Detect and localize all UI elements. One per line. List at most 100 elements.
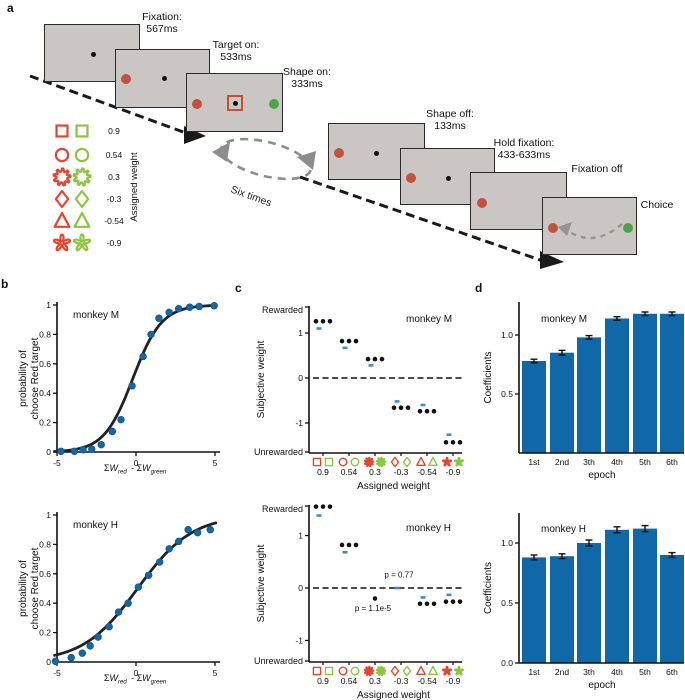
subjective-weight-dot: [346, 338, 352, 344]
weight-tick-label: -0.9: [446, 676, 461, 686]
saccade-dashed-curve: [567, 223, 623, 240]
red-target-dot: [548, 223, 558, 233]
diamond-shape: [390, 665, 400, 677]
chart-title: monkey H: [541, 524, 586, 535]
legend-weight-value: 0.54: [106, 150, 123, 160]
red-target-dot: [406, 173, 416, 183]
diamond-shape: [74, 189, 90, 209]
red-target-dot: [334, 148, 344, 158]
gear-shape: [72, 167, 92, 187]
flower-shape: [453, 456, 465, 467]
legend-weight-value: -0.54: [104, 216, 124, 226]
y-tick-label: -1: [295, 636, 303, 646]
data-point: [165, 308, 173, 317]
data-point: [128, 382, 136, 390]
weight-tick-label: 0.54: [341, 676, 358, 686]
square-shape: [75, 124, 89, 138]
weight-tick-label: -0.3: [394, 467, 409, 477]
chart-d_top: 1st 2nd 3th 4th 5th 6th 0.5 1.0 monkey M Coeffici…: [483, 302, 684, 481]
black-target-dot: [161, 75, 167, 81]
circle-shape: [338, 666, 348, 676]
y-tick-label: 0.5: [501, 598, 513, 608]
y-tick-label: 0: [298, 583, 303, 593]
timeline-dashed-line: [299, 175, 544, 263]
data-point: [86, 642, 94, 650]
x-tick-label: 5: [213, 668, 218, 678]
bar: [633, 528, 657, 663]
x-tick-label: 3th: [583, 667, 595, 677]
bar: [660, 555, 684, 663]
chart-title: monkey H: [73, 520, 118, 531]
x-tick-label: 1st: [528, 667, 540, 677]
y-tick-label: 0.2: [39, 628, 51, 638]
triangle-shape: [73, 211, 91, 228]
unrewarded-label: Unrewarded: [254, 447, 303, 457]
triangle-shape: [428, 665, 438, 675]
x-tick-label: 6th: [666, 667, 678, 677]
data-point: [174, 537, 183, 546]
data-point: [193, 528, 202, 537]
rewarded-label: Rewarded: [262, 504, 303, 514]
screen-shape-on: [186, 73, 283, 132]
subjective-weight-dot: [320, 504, 326, 509]
square-shape: [312, 666, 322, 676]
diamond-shape: [402, 456, 412, 468]
y-tick-label: 1: [46, 510, 51, 520]
x-tick-label: 3th: [583, 457, 595, 467]
assigned-weight-marker: [316, 327, 322, 330]
gear-shape: [363, 665, 375, 677]
x-axis-title: epoch: [588, 680, 615, 691]
assigned-weight-marker: [394, 586, 400, 590]
y-tick-label: 0: [46, 447, 51, 457]
subjective-weight-dot: [450, 440, 456, 445]
assigned-weight-marker: [446, 593, 452, 597]
x-axis-title: Assigned weight: [357, 481, 430, 492]
y-axis-title: choose Red target: [30, 547, 41, 629]
subjective-weight-dot: [372, 596, 378, 601]
subjective-weight-dot: [320, 319, 326, 324]
screen-label-hold-fixation: Hold fixation: 433-633ms: [493, 137, 555, 161]
x-tick-label: 5: [213, 458, 218, 468]
data-point: [79, 446, 87, 454]
y-tick-label: 0.2: [39, 418, 51, 428]
bar: [605, 318, 629, 453]
data-point: [117, 415, 125, 424]
gear-shape: [363, 456, 375, 468]
x-tick-label: 4th: [611, 457, 623, 467]
subjective-weight-dot: [327, 319, 333, 324]
chart-d_bottom: 1st 2nd 3th 4th 5th 6th 0.0 0.5 1.0 monkey H Coeff…: [483, 513, 684, 691]
data-point: [108, 427, 117, 436]
panel-label-b: b: [1, 277, 9, 291]
assigned-weight-marker: [420, 596, 426, 599]
black-target-dot: [90, 51, 96, 57]
triangle-shape: [416, 665, 426, 675]
bar: [633, 313, 657, 453]
x-tick-label: 0: [134, 668, 139, 678]
data-point: [184, 525, 192, 534]
y-tick-label: 1: [298, 531, 303, 541]
y-axis-title: choose Red target: [30, 337, 41, 419]
y-tick-label: 0.4: [39, 388, 51, 398]
y-axis-title: probability of: [18, 350, 29, 407]
subjective-weight-dot: [431, 601, 437, 607]
subjective-weight-dot: [346, 542, 352, 548]
data-point: [156, 558, 164, 566]
subjective-weight-dot: [327, 504, 333, 509]
legend-row: 0.54: [54, 147, 123, 163]
subjective-weight-dot: [339, 338, 345, 344]
data-point: [144, 571, 153, 579]
chart-c_bottom: 1 0 -1 Rewarded Unrewarded 0.9 0.54 0.3 -0.3 -0.5…: [254, 504, 465, 700]
legend-row: -0.9: [52, 233, 122, 252]
subjective-weight-dot: [431, 409, 437, 414]
subjective-weight-dot: [339, 542, 345, 548]
screen-label-fixation-off: Fixation off: [571, 163, 623, 175]
y-tick-label: 1: [298, 328, 303, 338]
square-shape: [324, 666, 334, 676]
legend-weight-value: -0.3: [107, 194, 122, 204]
y-axis-title: Subjective weight: [256, 340, 267, 418]
subjective-weight-dot: [457, 440, 463, 445]
data-point: [165, 545, 173, 553]
